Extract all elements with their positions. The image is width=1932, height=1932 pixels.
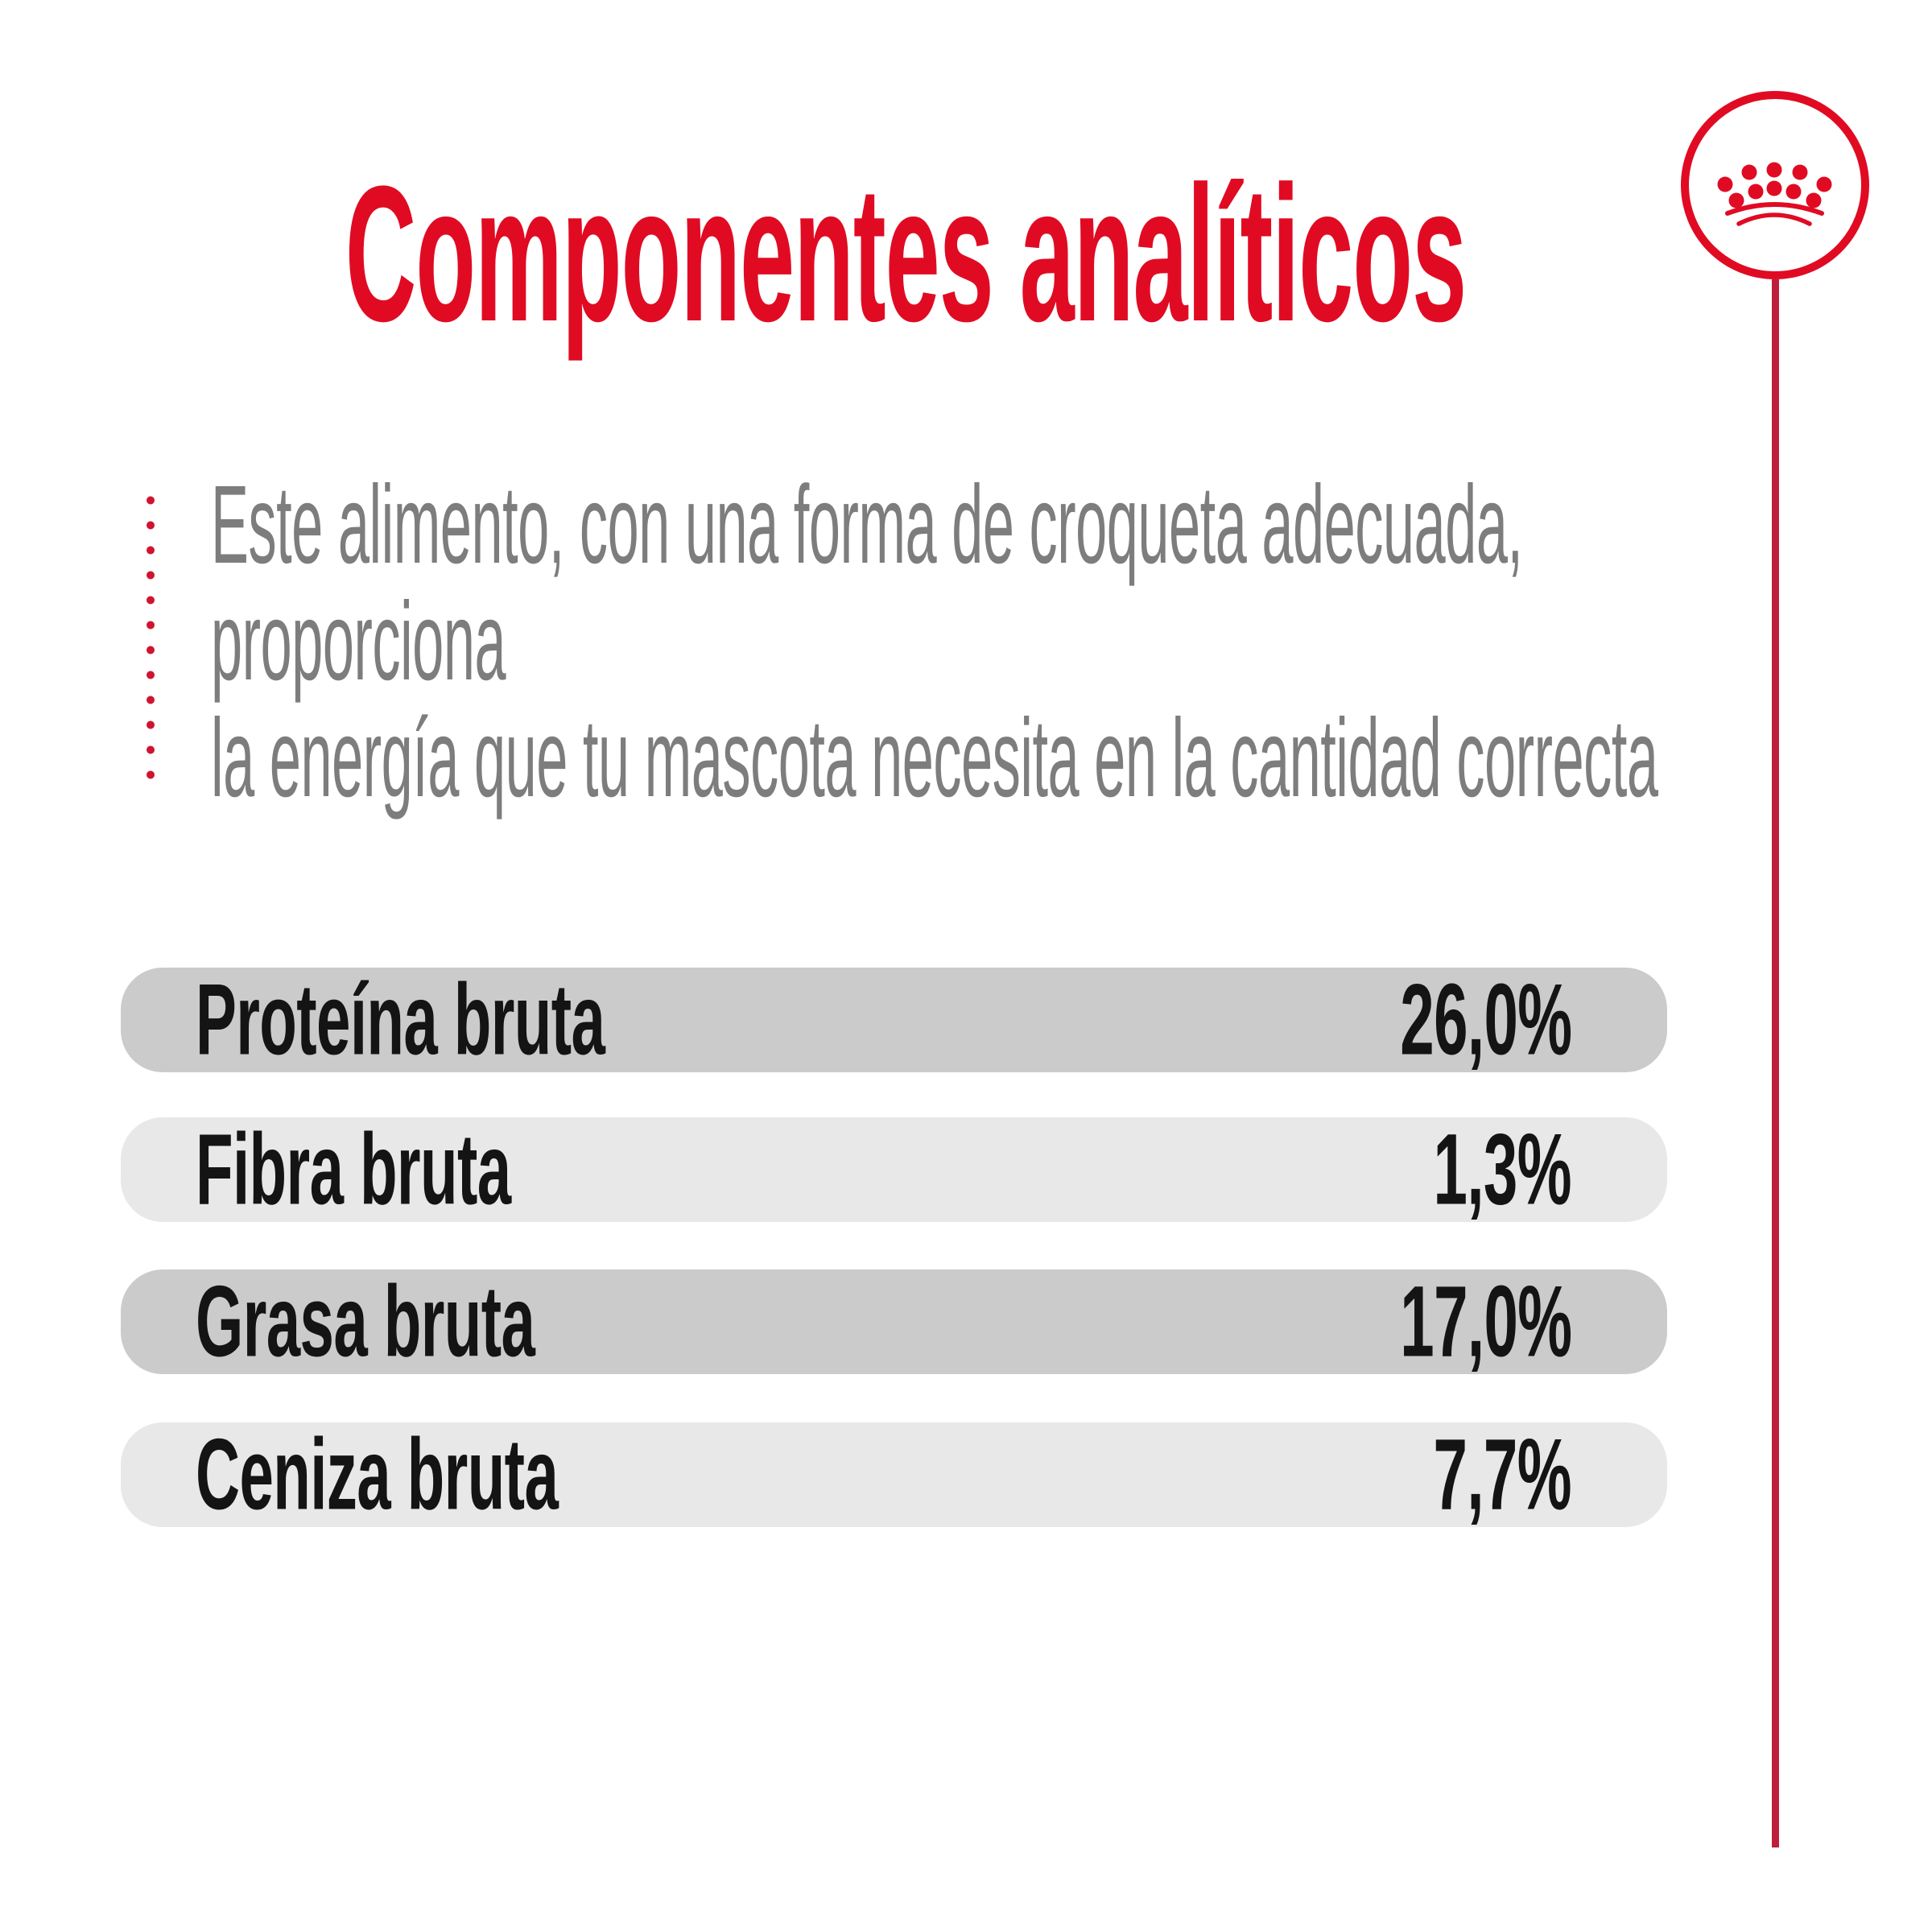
nutrient-value: 26,0% [1399, 964, 1572, 1076]
dotted-accent-line [147, 488, 155, 787]
nutrient-row-fibre: Fibra bruta 1,3% [121, 1114, 1667, 1226]
nutrient-row-protein: Proteína bruta 26,0% [121, 964, 1667, 1076]
nutrient-value: 17,0% [1399, 1265, 1572, 1378]
nutrient-value: 7,7% [1433, 1418, 1572, 1531]
nutrient-value: 1,3% [1433, 1113, 1572, 1226]
nutrient-row-fat: Grasa bruta 17,0% [121, 1266, 1667, 1378]
intro-line-2: proporciona [211, 580, 506, 704]
intro-text: Este alimento, con una forma de croqueta… [211, 467, 1658, 817]
intro-line-3: la energía que tu mascota necesita en la… [211, 696, 1658, 820]
nutrient-label: Fibra bruta [196, 1113, 511, 1226]
nutrient-label: Grasa bruta [196, 1265, 535, 1378]
intro-line-1: Este alimento, con una forma de croqueta… [211, 463, 1523, 587]
nutrient-label: Proteína bruta [196, 964, 605, 1076]
brand-divider-line [1772, 279, 1779, 1847]
nutrient-label: Ceniza bruta [196, 1418, 559, 1531]
royal-canin-crown-icon [1717, 162, 1832, 226]
brand-logo-circle [1681, 91, 1869, 279]
page-title: Componentes analíticos [345, 146, 1467, 361]
nutrient-row-ash: Ceniza bruta 7,7% [121, 1419, 1667, 1531]
